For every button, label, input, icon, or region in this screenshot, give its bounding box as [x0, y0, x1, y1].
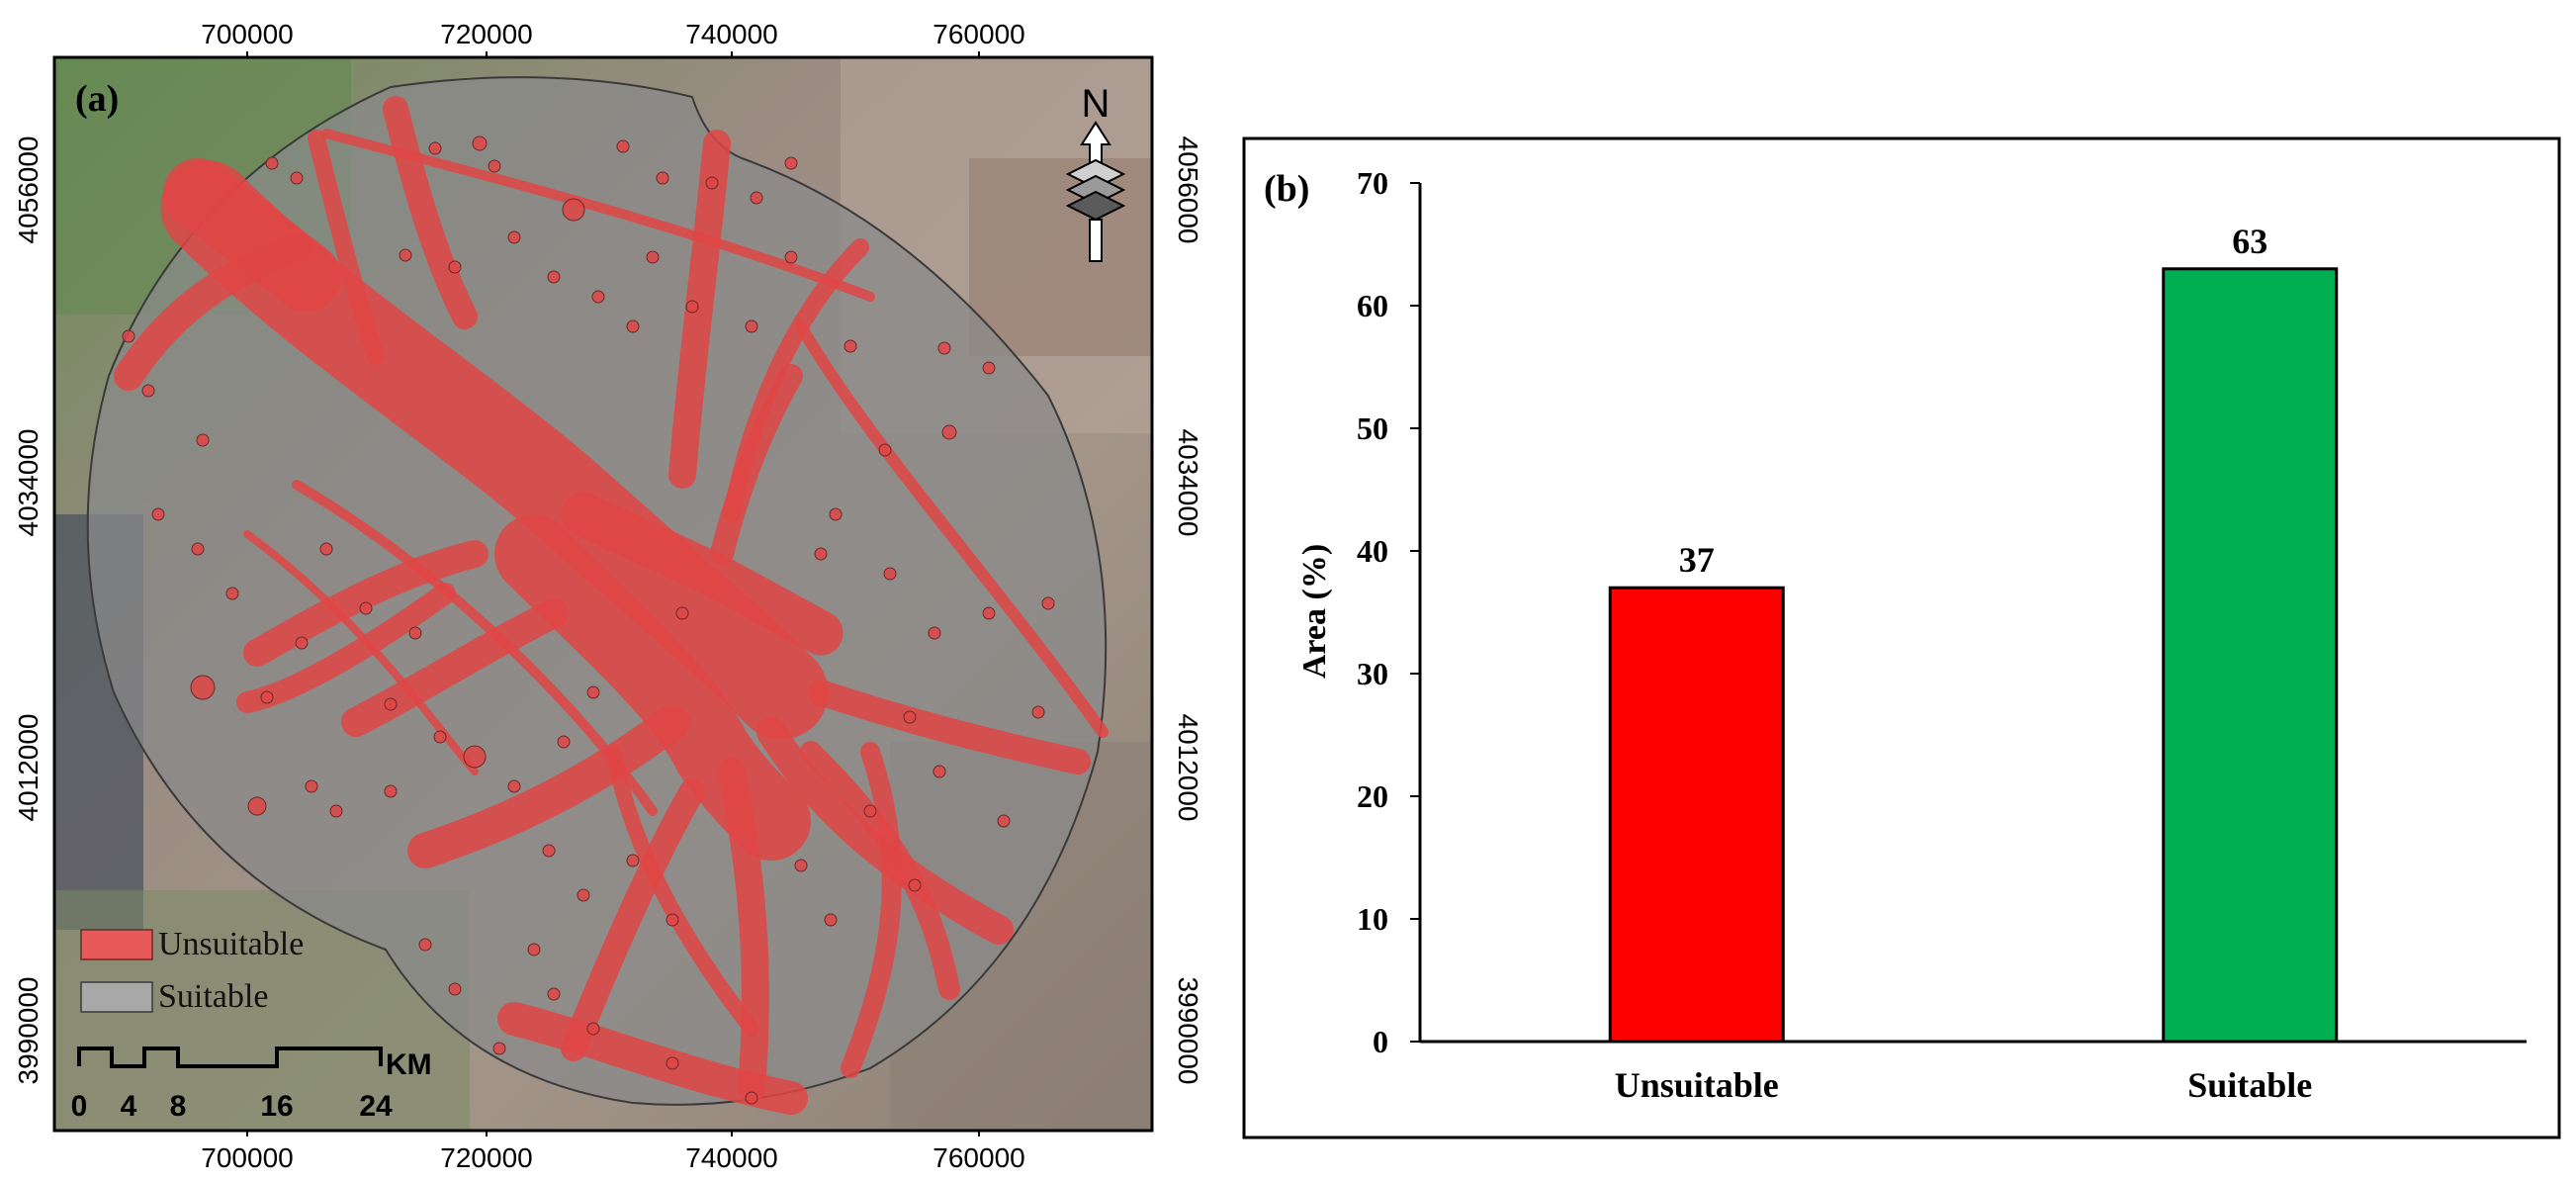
map-y-labels-right: 4056000 4034000 4012000 3990000 — [1173, 136, 1203, 1084]
x-tick-bottom-3: 740000 — [685, 1142, 777, 1173]
scale-tick-4: 4 — [121, 1090, 137, 1123]
legend-label-unsuitable: Unsuitable — [158, 926, 304, 962]
scale-tick-0: 0 — [71, 1090, 88, 1123]
y-tick-label-70: 70 — [1357, 165, 1388, 201]
y-tick-left-1: 4056000 — [13, 136, 44, 243]
north-label: N — [1082, 82, 1110, 126]
y-tick-label-0: 0 — [1373, 1024, 1388, 1059]
y-tick-label-60: 60 — [1357, 288, 1388, 323]
x-tick-top-4: 760000 — [933, 19, 1024, 49]
y-tick-right-3: 4012000 — [1173, 713, 1203, 821]
scale-bar-unit: KM — [386, 1048, 432, 1081]
y-tick-left-3: 4012000 — [13, 713, 44, 821]
bar-suitable — [2162, 267, 2339, 1044]
y-tick-label-30: 30 — [1357, 656, 1388, 691]
category-label-suitable: Suitable — [2187, 1065, 2312, 1105]
chart-y-ticks: 0 10 20 30 40 50 60 70 — [1357, 165, 1420, 1059]
x-tick-bottom-1: 700000 — [201, 1142, 293, 1173]
chart-panel: (b) Area (%) 0 10 20 30 40 50 60 70 37 Unsuitabl… — [1242, 136, 2561, 1139]
y-tick-left-2: 4034000 — [13, 428, 44, 536]
data-label-suitable: 63 — [2232, 222, 2267, 261]
map-panel-label: (a) — [75, 78, 119, 120]
y-tick-right-1: 4056000 — [1173, 136, 1203, 243]
chart-y-axis-title: Area (%) — [1296, 544, 1333, 679]
legend-swatch-unsuitable — [80, 929, 153, 960]
scale-bar: KM 0 4 8 16 24 — [71, 1046, 432, 1123]
point-buffers — [122, 136, 1055, 1105]
map-y-labels-left: 4056000 4034000 4012000 3990000 — [13, 136, 44, 1084]
map-panel: 700000 720000 740000 760000 700000 72000… — [13, 19, 1203, 1173]
x-tick-bottom-2: 720000 — [440, 1142, 532, 1173]
map-frame — [52, 55, 1154, 1133]
chart-frame — [1242, 136, 2561, 1139]
x-tick-top-1: 700000 — [201, 19, 293, 49]
x-tick-top-3: 740000 — [685, 19, 777, 49]
legend-swatch-suitable — [80, 981, 153, 1013]
unsuitable-zones — [114, 96, 1109, 1115]
scale-tick-16: 16 — [260, 1090, 293, 1123]
y-tick-label-50: 50 — [1357, 410, 1388, 446]
y-tick-left-4: 3990000 — [13, 976, 44, 1084]
scale-tick-8: 8 — [170, 1090, 187, 1123]
y-tick-label-40: 40 — [1357, 533, 1388, 569]
legend-label-suitable: Suitable — [158, 978, 268, 1015]
scale-tick-24: 24 — [359, 1090, 393, 1123]
map-x-labels-top: 700000 720000 740000 760000 — [201, 19, 1024, 49]
x-tick-top-2: 720000 — [440, 19, 532, 49]
bar-unsuitable — [1608, 586, 1785, 1044]
x-tick-bottom-4: 760000 — [933, 1142, 1024, 1173]
map-x-labels-bottom: 700000 720000 740000 760000 — [201, 1142, 1024, 1173]
north-arrow-icon: N — [1065, 82, 1126, 262]
chart-bars: 37 Unsuitable 63 Suitable — [1608, 222, 2339, 1105]
category-label-unsuitable: Unsuitable — [1615, 1065, 1779, 1105]
map-legend: Unsuitable Suitable — [80, 926, 304, 1015]
y-tick-right-4: 3990000 — [1173, 976, 1203, 1084]
map-x-ticks — [246, 51, 980, 1137]
chart-panel-label: (b) — [1264, 168, 1309, 210]
y-tick-label-20: 20 — [1357, 778, 1388, 814]
data-label-unsuitable: 37 — [1679, 540, 1715, 580]
y-tick-label-10: 10 — [1357, 901, 1388, 937]
y-tick-right-2: 4034000 — [1173, 428, 1203, 536]
